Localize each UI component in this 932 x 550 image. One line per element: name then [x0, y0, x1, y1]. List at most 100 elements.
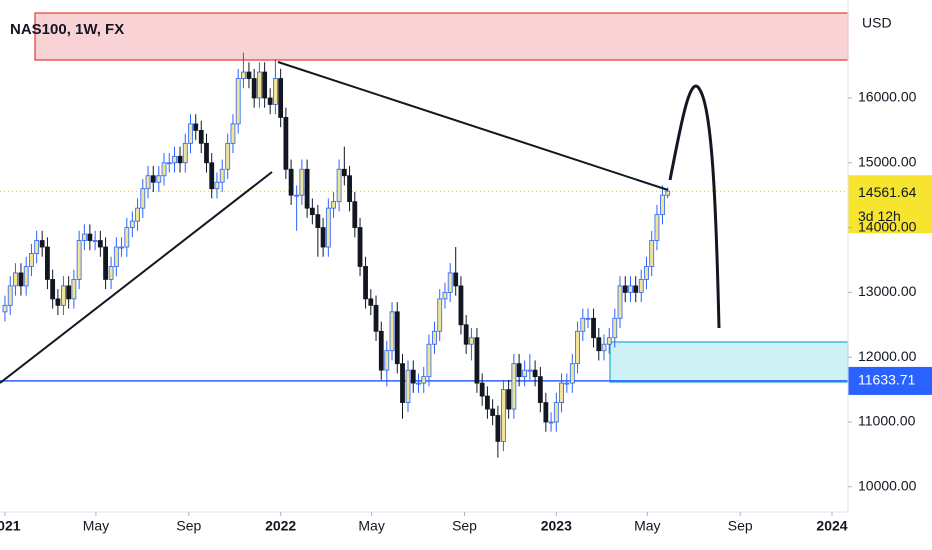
y-tick-label: 14000.00: [858, 218, 917, 234]
y-tick-label: 10000.00: [858, 477, 917, 493]
candle-body: [405, 369, 411, 403]
candle-body: [135, 207, 140, 222]
candle-body: [55, 298, 61, 306]
y-tick-label: 16000.00: [858, 89, 917, 105]
x-tick-label: Sep: [452, 518, 477, 534]
candle-body: [357, 227, 363, 267]
x-tick-label: Sep: [728, 518, 753, 534]
candle-body: [50, 279, 56, 300]
candle-body: [278, 78, 284, 118]
candle-body: [474, 337, 480, 384]
candle-body: [23, 266, 29, 287]
candle-body: [389, 311, 395, 352]
candle-body: [622, 285, 628, 293]
y-tick-label: 12000.00: [858, 348, 917, 364]
candle-body: [172, 155, 177, 164]
candle-body: [341, 168, 347, 177]
y-tick-label: 13000.00: [858, 283, 917, 299]
candle-body: [654, 214, 660, 241]
candle-body: [638, 279, 644, 293]
candle-body: [601, 343, 607, 352]
candle-body: [241, 71, 246, 79]
candle-body: [485, 395, 490, 410]
candle-body: [665, 190, 671, 196]
candle-body: [331, 201, 336, 209]
candle-body: [612, 317, 618, 339]
candle-body: [34, 240, 40, 254]
candle-body: [410, 369, 416, 384]
candle-body: [553, 402, 559, 423]
candle-body: [188, 123, 193, 144]
candle-body: [463, 324, 469, 345]
candle-body: [204, 142, 209, 164]
candle-body: [129, 220, 135, 228]
candle-body: [432, 330, 437, 345]
candle-body: [66, 285, 72, 300]
candle-body: [124, 227, 130, 248]
candle-body: [660, 194, 665, 216]
candle-body: [633, 285, 639, 293]
candle-body: [479, 382, 485, 397]
candle-body: [198, 129, 204, 144]
candle-body: [309, 207, 315, 216]
candle-body: [559, 382, 564, 403]
candle-body: [606, 337, 612, 345]
candle-body: [166, 162, 172, 165]
trend-line: [0, 171, 273, 384]
candle-body: [421, 376, 427, 384]
candle-body: [384, 350, 390, 371]
candle-body: [7, 285, 13, 306]
currency: USD: [862, 15, 892, 31]
candle-body: [71, 279, 77, 300]
overlay: 14561.64 3d 12h 11633.71: [848, 175, 932, 395]
candle-body: [368, 298, 374, 306]
candle-body: [140, 188, 146, 209]
candle-body: [257, 71, 262, 99]
candle-body: [469, 337, 474, 345]
demand-zone: [609, 341, 849, 383]
candle-body: [299, 168, 305, 196]
candle-body: [569, 363, 575, 384]
x-tick-label: May: [83, 518, 109, 534]
candle-body: [442, 291, 448, 300]
x-tick-label: 2024: [816, 518, 847, 534]
candle-body: [516, 363, 522, 378]
candle-body: [500, 389, 506, 442]
candle-body: [347, 175, 352, 203]
candle-body: [161, 162, 167, 177]
candle-body: [453, 272, 459, 287]
candle-body: [246, 71, 252, 79]
candle-body: [352, 201, 358, 228]
candle-body: [156, 175, 162, 183]
candle-body: [2, 304, 8, 313]
candle-body: [150, 175, 156, 183]
level-label: 11633.71: [858, 372, 916, 388]
candle-body: [225, 142, 231, 170]
supply-zone: [34, 12, 849, 61]
x-tick-label: Sep: [176, 518, 201, 534]
candle-body: [209, 162, 215, 190]
candle-body: [447, 272, 453, 293]
candle-body: [230, 123, 236, 144]
candle-body: [267, 97, 273, 105]
x-tick-label: 2022: [265, 518, 296, 534]
projection-curve: [668, 84, 721, 329]
candle-body: [13, 272, 18, 287]
y-tick-label: 15000.00: [858, 153, 917, 169]
candle-body: [495, 415, 501, 442]
candle-body: [336, 168, 342, 203]
candle-body: [108, 266, 114, 280]
candle-body: [537, 376, 543, 403]
candle-body: [394, 311, 400, 365]
candle-body: [103, 246, 108, 280]
candle-body: [262, 71, 268, 99]
candle-body: [18, 272, 24, 287]
trend-line: [277, 61, 669, 191]
candle-body: [315, 214, 321, 228]
candle-body: [145, 175, 151, 190]
last-price-label: 14561.64: [858, 184, 917, 200]
candle-body: [575, 330, 580, 365]
candle-body: [214, 181, 220, 190]
candle-body: [458, 285, 464, 326]
